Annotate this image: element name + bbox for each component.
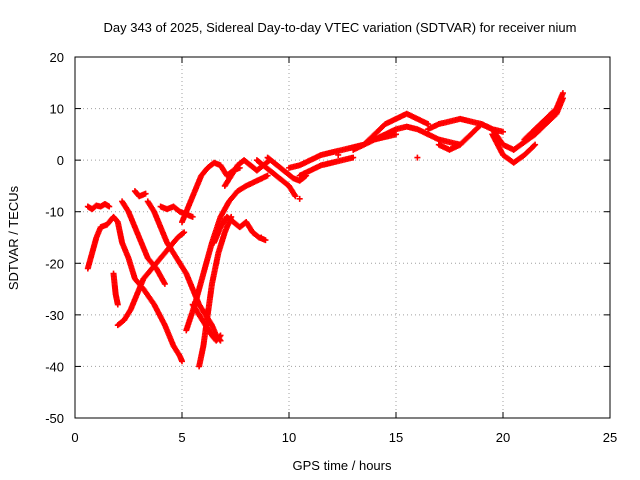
y-tick-label: 0	[57, 153, 64, 168]
data-point	[350, 154, 357, 161]
data-point	[292, 193, 299, 200]
x-tick-label: 10	[282, 430, 296, 445]
x-tick-label: 5	[178, 430, 185, 445]
data-point	[179, 358, 185, 365]
data-point	[258, 234, 265, 241]
y-tick-label: -20	[45, 256, 64, 271]
y-tick-label: 10	[50, 102, 64, 117]
x-tick-label: 20	[496, 430, 510, 445]
y-tick-label: 20	[50, 50, 64, 65]
data-point	[142, 190, 149, 197]
data-point	[393, 131, 399, 138]
chart-title: Day 343 of 2025, Sidereal Day-to-day VTE…	[103, 20, 576, 35]
data-point	[532, 141, 539, 148]
x-tick-label: 25	[603, 430, 617, 445]
y-tick-label: -30	[45, 308, 64, 323]
data-points	[84, 90, 566, 370]
data-point	[106, 203, 113, 210]
data-point	[262, 237, 269, 244]
plot-frame	[74, 56, 611, 419]
data-point	[114, 301, 121, 308]
axis-ticks: 0 5 10 15 20 25 -50 -40 -30 -20 -10 0 10 20	[45, 50, 617, 445]
data-point	[217, 332, 224, 339]
data-point	[264, 172, 271, 179]
data-point	[161, 280, 168, 287]
x-tick-label: 0	[71, 430, 78, 445]
y-tick-label: -40	[45, 359, 64, 374]
x-axis-label: GPS time / hours	[293, 458, 392, 473]
data-point	[531, 142, 538, 149]
data-point	[335, 151, 342, 158]
data-point	[180, 230, 187, 237]
y-tick-label: -50	[45, 411, 64, 426]
data-point	[414, 154, 421, 161]
data-point	[181, 229, 188, 236]
data-point	[425, 121, 432, 128]
y-tick-label: -10	[45, 205, 64, 220]
data-point	[216, 333, 223, 340]
data-point	[559, 90, 566, 97]
x-tick-label: 15	[389, 430, 403, 445]
y-axis-label: SDTVAR / TECUs	[6, 185, 21, 290]
data-point	[296, 195, 303, 202]
data-point	[189, 213, 196, 220]
data-point	[500, 128, 506, 135]
